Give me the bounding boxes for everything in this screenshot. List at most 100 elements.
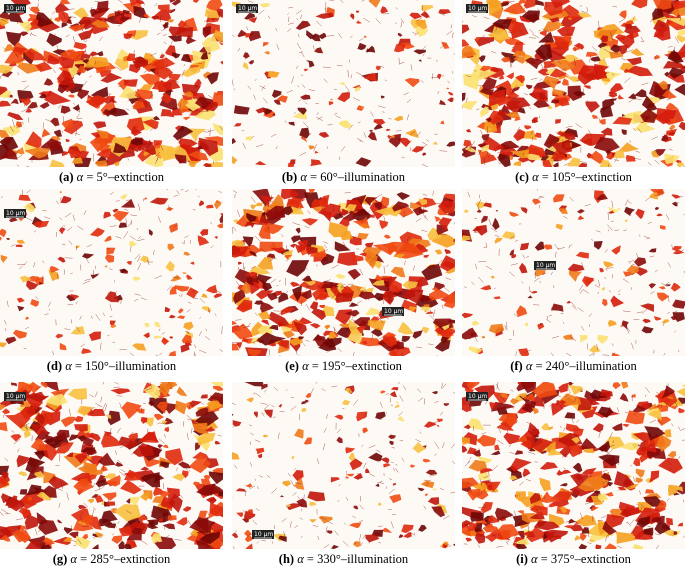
grain	[462, 520, 471, 527]
grain	[149, 197, 169, 205]
boundary	[156, 32, 161, 36]
boundary	[219, 349, 223, 352]
boundary	[347, 199, 351, 202]
grain	[18, 507, 31, 518]
boundary	[269, 257, 275, 262]
grain	[501, 231, 515, 239]
boundary	[400, 18, 405, 24]
grain	[143, 13, 151, 18]
grain	[640, 303, 654, 312]
grain	[539, 462, 558, 470]
scale-bar-bg	[4, 392, 26, 401]
boundary	[543, 161, 547, 166]
grain	[483, 202, 492, 208]
boundary	[48, 17, 52, 24]
boundary	[118, 24, 121, 27]
boundary	[67, 226, 73, 232]
boundary	[364, 412, 366, 419]
grain	[653, 149, 666, 157]
boundary	[447, 80, 450, 84]
boundary	[465, 75, 472, 78]
boundary	[563, 453, 568, 458]
grain	[478, 55, 486, 63]
grain	[642, 318, 651, 324]
grain	[42, 485, 57, 498]
boundary	[131, 449, 138, 456]
boundary	[256, 144, 264, 148]
grain	[238, 261, 242, 265]
grain	[47, 54, 59, 65]
boundary	[497, 151, 504, 154]
grain	[88, 331, 101, 341]
boundary	[669, 148, 673, 151]
boundary	[623, 229, 627, 232]
grain	[34, 471, 46, 478]
grain	[667, 451, 677, 459]
boundary	[174, 224, 179, 227]
boundary	[70, 272, 73, 274]
grain	[104, 254, 115, 263]
grain	[658, 80, 668, 90]
boundary	[385, 316, 389, 320]
grain	[101, 510, 118, 524]
boundary	[76, 113, 80, 118]
grain	[499, 2, 510, 7]
boundary	[367, 210, 371, 213]
boundary	[482, 224, 486, 227]
grain	[559, 483, 568, 487]
boundary	[361, 444, 364, 447]
boundary	[523, 7, 526, 11]
boundary	[470, 140, 476, 148]
grain	[533, 96, 551, 108]
boundary	[116, 143, 120, 148]
grain	[355, 10, 360, 13]
boundary	[147, 259, 150, 266]
boundary	[31, 540, 36, 544]
grain	[487, 514, 500, 524]
grain	[24, 514, 39, 530]
boundary	[161, 28, 166, 32]
grain	[568, 270, 583, 282]
grain	[625, 410, 645, 425]
boundary	[671, 423, 674, 427]
boundary	[92, 536, 96, 539]
grain	[415, 19, 428, 30]
grain	[662, 60, 685, 69]
grain	[54, 129, 62, 138]
boundary	[111, 533, 115, 536]
boundary	[247, 247, 251, 250]
boundary	[163, 534, 170, 540]
grain	[390, 266, 406, 278]
boundary	[30, 33, 37, 37]
boundary	[334, 287, 338, 294]
grain	[509, 475, 518, 481]
boundary	[444, 543, 450, 545]
grain	[305, 393, 312, 399]
boundary	[617, 289, 621, 293]
boundary	[601, 515, 607, 519]
boundary	[158, 438, 165, 445]
grain	[482, 77, 497, 91]
boundary	[44, 313, 49, 316]
grain	[668, 67, 685, 79]
boundary	[418, 282, 420, 288]
grain	[73, 415, 84, 423]
caption: (h) α = 330°–illumination	[232, 552, 455, 566]
grain	[236, 512, 244, 518]
boundary	[95, 402, 101, 407]
boundary	[439, 12, 446, 16]
grain	[590, 56, 602, 62]
boundary	[331, 264, 339, 269]
boundary	[127, 221, 133, 228]
grain	[518, 348, 530, 356]
boundary	[90, 410, 95, 414]
boundary	[398, 382, 401, 385]
grain	[182, 91, 194, 98]
grain	[144, 139, 157, 156]
grain	[633, 257, 647, 267]
boundary	[134, 253, 140, 260]
boundary	[323, 241, 329, 244]
boundary	[317, 116, 323, 120]
caption: (c) α = 105°–extinction	[462, 170, 685, 184]
grain	[661, 319, 670, 324]
